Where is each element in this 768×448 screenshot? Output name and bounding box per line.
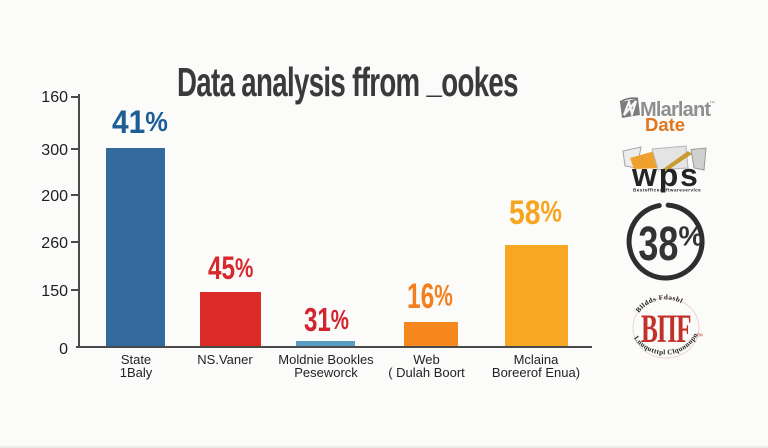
svg-text:™: ™ — [696, 332, 703, 340]
svg-text:38: 38 — [638, 217, 678, 270]
svg-text:™: ™ — [709, 100, 715, 107]
svg-text:%: % — [679, 221, 704, 252]
svg-text:Bestofficesoftwareservlce: Bestofficesoftwareservlce — [633, 188, 701, 193]
svg-text:Date: Date — [645, 114, 685, 135]
svg-text:BΠF: BΠF — [641, 307, 691, 351]
svg-text:Mlarlant: Mlarlant — [640, 99, 711, 121]
svg-text:wps: wps — [631, 157, 700, 193]
